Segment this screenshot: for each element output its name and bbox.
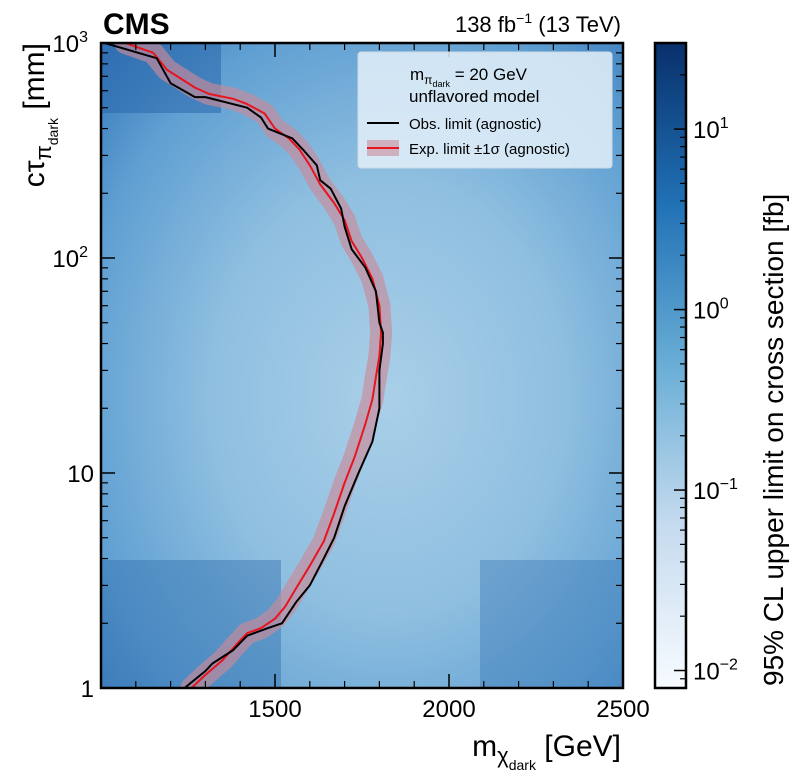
- lumi-exponent: −1: [516, 10, 532, 26]
- colorbar: 10−2 10−1 100 101 95% CL upper limit on cro…: [653, 41, 789, 690]
- colorbar-ticks: 10−2 10−1 100 101: [674, 42, 738, 689]
- colorbar-tick-label: 100: [693, 296, 729, 325]
- colorbar-label: 95% CL upper limit on cross section [fb]: [758, 194, 789, 686]
- lumi-label: 138 fb−1 (13 TeV): [455, 10, 621, 37]
- plot-frame: [99, 41, 625, 690]
- y-tick-label: 10: [67, 461, 94, 488]
- exp-limit-line: [125, 43, 383, 688]
- y-axis-label: cτπdark [mm]: [18, 43, 61, 187]
- x-tick-label: 2500: [596, 696, 649, 723]
- colorbar-tick-label: 101: [693, 115, 729, 144]
- legend-header-line1: mπdark = 20 GeV: [410, 65, 528, 89]
- experiment-label: CMS: [103, 8, 170, 41]
- x-axis-label: mχdark [GeV]: [472, 730, 621, 773]
- obs-limit-line: [104, 43, 384, 688]
- legend-obs-label: Obs. limit (agnostic): [409, 116, 542, 133]
- colorbar-tick-label: 10−2: [693, 657, 738, 686]
- y-tick-label: 1: [81, 676, 94, 703]
- x-tick-label: 1500: [248, 696, 301, 723]
- energy-label: (13 TeV): [538, 12, 621, 37]
- legend-exp-label: Exp. limit ±1σ (agnostic): [409, 141, 570, 158]
- colorbar-gradient: [653, 41, 688, 690]
- lumi-value: 138: [455, 12, 492, 37]
- y-axis-ticks: 1 10 102 103: [52, 29, 623, 703]
- legend: mπdark = 20 GeV unflavored model Obs. li…: [357, 51, 613, 169]
- heatmap-dark-corner-bottom-right: [480, 560, 623, 688]
- legend-box: [357, 51, 613, 169]
- x-tick-label: 2000: [422, 696, 475, 723]
- lumi-unit: fb: [498, 12, 516, 37]
- x-axis-ticks: 1500 2000 2500: [135, 43, 650, 723]
- y-tick-label: 103: [52, 29, 88, 58]
- limit-lines: [104, 43, 384, 688]
- legend-header-line2: unflavored model: [409, 87, 539, 106]
- colorbar-tick-label: 10−1: [693, 476, 738, 505]
- y-tick-label: 102: [52, 244, 88, 273]
